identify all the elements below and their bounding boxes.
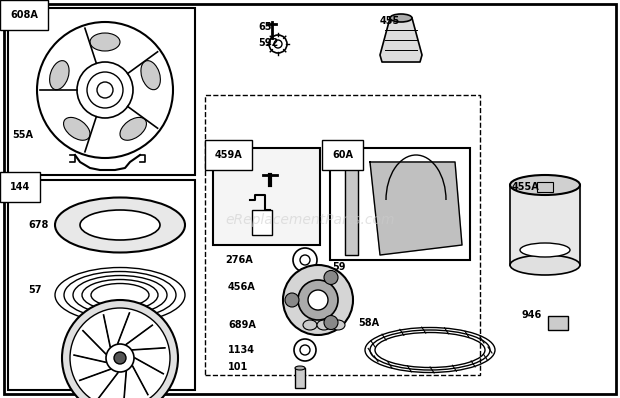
Text: 57: 57 [28, 285, 42, 295]
Text: 58A: 58A [358, 318, 379, 328]
Text: 276A: 276A [225, 255, 253, 265]
Circle shape [283, 265, 353, 335]
Ellipse shape [510, 255, 580, 275]
Text: 678: 678 [28, 220, 48, 230]
Ellipse shape [50, 60, 69, 90]
Ellipse shape [55, 197, 185, 252]
Text: 456A: 456A [228, 282, 255, 292]
Text: 65: 65 [258, 22, 272, 32]
Bar [205, 95, 480, 375]
Bar [252, 210, 272, 235]
Text: 455: 455 [380, 16, 401, 26]
Circle shape [285, 293, 299, 307]
Circle shape [106, 344, 134, 372]
Circle shape [298, 280, 338, 320]
Ellipse shape [510, 175, 580, 195]
Polygon shape [380, 18, 422, 62]
Text: 59: 59 [332, 262, 345, 272]
Ellipse shape [317, 320, 331, 330]
Text: 60A: 60A [332, 150, 353, 160]
Circle shape [114, 352, 126, 364]
Text: 455A: 455A [512, 182, 540, 192]
Text: eReplacementParts.com: eReplacementParts.com [225, 213, 395, 227]
Ellipse shape [520, 243, 570, 257]
Circle shape [308, 290, 328, 310]
Ellipse shape [390, 14, 412, 22]
Circle shape [70, 308, 170, 398]
Bar [213, 148, 320, 245]
Ellipse shape [295, 366, 305, 370]
Ellipse shape [331, 320, 345, 330]
Polygon shape [345, 165, 358, 255]
Bar [8, 8, 195, 175]
Ellipse shape [63, 117, 90, 140]
Circle shape [324, 316, 338, 330]
Text: 55A: 55A [12, 130, 33, 140]
Bar [8, 180, 195, 390]
Bar [295, 368, 305, 388]
Circle shape [62, 300, 178, 398]
Circle shape [324, 271, 338, 285]
Bar [537, 182, 553, 192]
Text: 689A: 689A [228, 320, 256, 330]
Text: 101: 101 [228, 362, 248, 372]
Ellipse shape [120, 117, 146, 140]
Ellipse shape [80, 210, 160, 240]
Ellipse shape [90, 33, 120, 51]
Text: 946: 946 [522, 310, 542, 320]
Text: 144: 144 [10, 182, 30, 192]
Text: 608A: 608A [10, 10, 38, 20]
Text: 459A: 459A [215, 150, 243, 160]
Bar [330, 148, 470, 260]
Bar [548, 316, 568, 330]
Polygon shape [370, 162, 462, 255]
Text: 1134: 1134 [228, 345, 255, 355]
Polygon shape [510, 185, 580, 265]
Ellipse shape [141, 60, 161, 90]
Ellipse shape [303, 320, 317, 330]
Text: 592: 592 [258, 38, 278, 48]
